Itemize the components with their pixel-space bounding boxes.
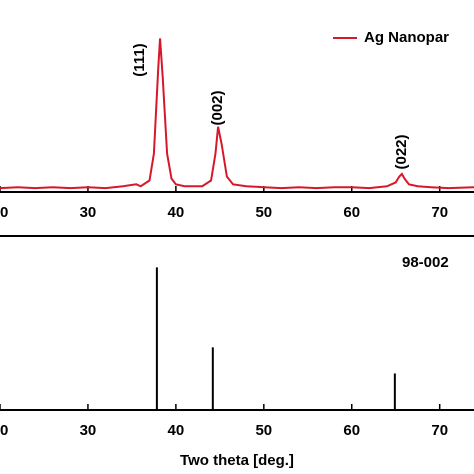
panel-frame (0, 235, 474, 411)
panel-frame (0, 191, 474, 193)
x-tick-label: 70 (431, 204, 448, 221)
x-tick-label: 70 (431, 422, 448, 439)
peak-label: (022) (393, 134, 410, 169)
x-tick-label: 40 (168, 422, 185, 439)
x-axis-label: Two theta [deg.] (180, 452, 294, 469)
x-tick-label: 60 (343, 422, 360, 439)
x-tick-label: 30 (80, 422, 97, 439)
peak-label: (111) (131, 43, 148, 76)
legend-label: 98-002 (402, 254, 449, 271)
x-tick-label: 50 (255, 204, 272, 221)
x-tick-label: 30 (80, 204, 97, 221)
x-tick-label: 60 (343, 204, 360, 221)
x-tick-label: 20 (0, 204, 8, 221)
x-tick-label: 50 (255, 422, 272, 439)
legend-label: Ag Nanopar (364, 29, 449, 46)
x-tick-label: 20 (0, 422, 8, 439)
x-tick-label: 40 (168, 204, 185, 221)
data-line (0, 38, 474, 190)
peak-label: (002) (209, 90, 226, 125)
